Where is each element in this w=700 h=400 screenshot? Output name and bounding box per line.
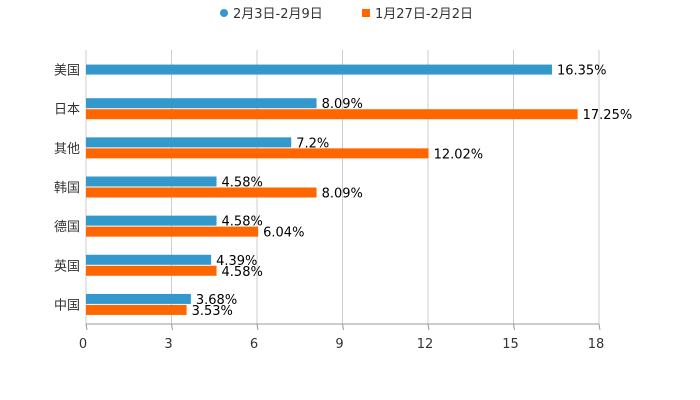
x-tick-mark — [256, 323, 259, 331]
data-label: 3.53% — [192, 304, 233, 319]
category-label: 韩国 — [54, 181, 80, 196]
legend: 2月3日-2月9日 1月27日-2月2日 — [220, 7, 473, 22]
bar-series1-0[interactable] — [86, 64, 552, 75]
bar-series2-3[interactable] — [86, 187, 317, 198]
data-label: 17.25% — [583, 108, 633, 123]
bar-series1-6[interactable] — [86, 293, 191, 304]
x-tick-label: 0 — [79, 337, 87, 352]
x-tick-label: 15 — [502, 337, 519, 352]
bar-series1-3[interactable] — [86, 176, 217, 187]
x-tick-label: 6 — [250, 337, 258, 352]
data-label: 4.39% — [216, 254, 257, 269]
x-tick-mark — [598, 323, 601, 331]
data-label: 8.09% — [322, 97, 363, 112]
x-tick-mark — [85, 323, 88, 331]
legend-label-1[interactable]: 2月3日-2月9日 — [233, 7, 323, 22]
category-label: 日本 — [54, 103, 80, 118]
bar-series2-6[interactable] — [86, 304, 187, 315]
bar-series2-4[interactable] — [86, 226, 259, 237]
bar-series2-2[interactable] — [86, 148, 429, 159]
data-label: 4.58% — [222, 265, 263, 280]
bar-series2-1[interactable] — [86, 109, 578, 120]
category-label: 美国 — [54, 64, 80, 79]
x-tick-mark — [171, 323, 173, 331]
bars — [86, 64, 578, 315]
category-label: 德国 — [54, 220, 80, 235]
x-tick-mark — [513, 323, 515, 331]
category-label: 其他 — [54, 142, 80, 157]
bar-series2-5[interactable] — [86, 265, 217, 276]
bar-series1-4[interactable] — [86, 215, 217, 226]
legend-label-2[interactable]: 1月27日-2月2日 — [375, 7, 473, 22]
data-label: 16.35% — [557, 64, 607, 79]
legend-marker-1[interactable] — [220, 9, 228, 17]
data-label: 6.04% — [263, 226, 304, 241]
bar-series1-1[interactable] — [86, 98, 317, 109]
category-label: 中国 — [54, 298, 80, 313]
data-label: 3.68% — [196, 293, 237, 308]
labels: 美国 16.35% 日本 8.09% 17.25% 其他 7.2% 12.02% 韩国 4.58%… — [54, 64, 632, 319]
bar-series1-2[interactable] — [86, 137, 292, 148]
data-label: 4.58% — [222, 176, 263, 191]
x-tick-label: 12 — [417, 337, 434, 352]
x-tick-mark — [342, 323, 344, 331]
bar-series1-5[interactable] — [86, 254, 212, 265]
data-label: 7.2% — [296, 136, 329, 151]
x-tick-label: 9 — [335, 337, 343, 352]
data-label: 8.09% — [322, 187, 363, 202]
x-tick-mark — [427, 323, 430, 331]
gridlines: 0 3 6 9 12 15 18 — [79, 50, 604, 352]
x-tick-label: 18 — [588, 337, 605, 352]
data-label: 4.58% — [222, 215, 263, 230]
x-tick-label: 3 — [164, 337, 172, 352]
legend-marker-2[interactable] — [362, 9, 370, 17]
data-label: 12.02% — [434, 147, 484, 162]
category-label: 英国 — [54, 259, 80, 274]
